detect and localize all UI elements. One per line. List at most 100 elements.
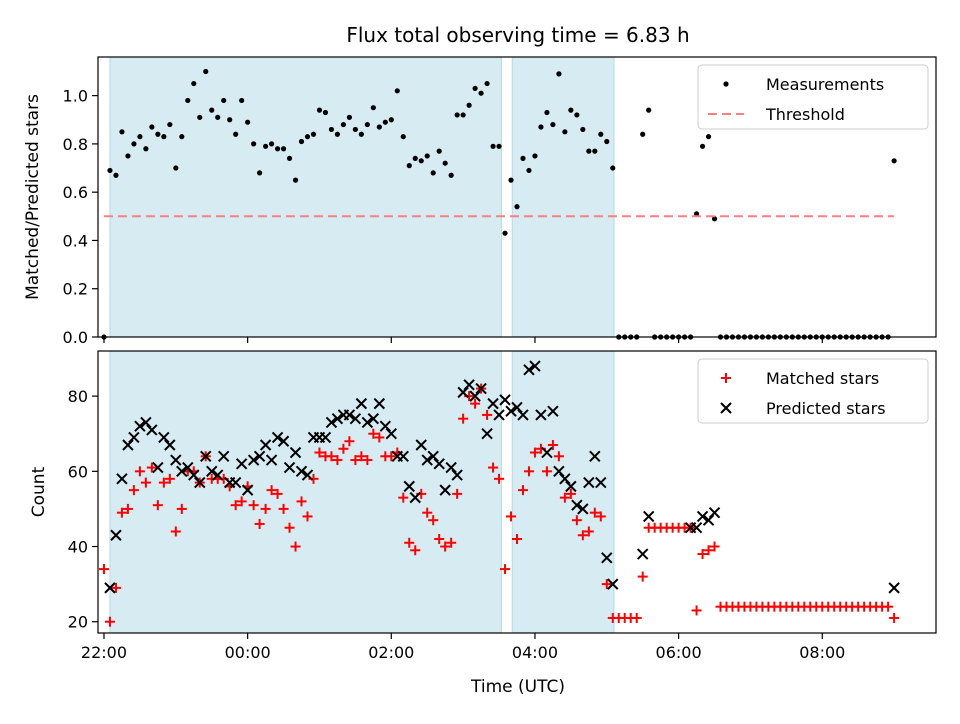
data-point	[386, 451, 397, 462]
data-point	[349, 412, 362, 425]
axis-ticks: 0.0 0.2 0.4 0.6 0.8 1.0	[63, 87, 823, 347]
data-point	[535, 409, 547, 421]
data-point	[272, 488, 283, 499]
data-point	[301, 469, 314, 481]
data-point	[457, 386, 469, 399]
data-point	[406, 163, 412, 169]
data-point	[889, 612, 900, 623]
data-point	[229, 476, 242, 489]
data-point	[266, 485, 277, 496]
shaded-interval	[109, 350, 502, 634]
data-point	[274, 146, 281, 152]
data-point	[176, 503, 187, 514]
data-point	[517, 485, 528, 496]
data-point	[310, 131, 317, 137]
data-point	[346, 114, 352, 120]
chart-title: Flux total observing time = 6.83 h	[346, 23, 689, 47]
data-point	[493, 409, 505, 421]
data-point	[164, 439, 176, 451]
data-point	[152, 461, 164, 474]
data-point	[134, 466, 145, 477]
data-point	[571, 499, 583, 511]
y-tick-label: 0.0	[63, 328, 88, 347]
data-point	[448, 172, 454, 178]
data-point	[430, 170, 436, 176]
data-point	[404, 537, 415, 548]
data-point	[362, 455, 373, 466]
shaded-interval	[511, 350, 615, 634]
y-tick-label: 40	[68, 538, 88, 557]
data-point	[568, 107, 574, 113]
data-point	[709, 541, 720, 552]
y-tick-label: 80	[68, 387, 88, 406]
data-point	[463, 379, 475, 391]
data-point	[506, 511, 517, 522]
y-tick-label: 0.6	[63, 183, 88, 202]
data-point	[319, 431, 332, 444]
data-point	[128, 485, 139, 496]
data-point	[697, 549, 708, 560]
data-point	[280, 146, 287, 152]
data-point	[143, 146, 149, 152]
data-point	[241, 484, 254, 496]
data-point	[302, 511, 313, 522]
data-point	[358, 131, 364, 137]
data-point	[711, 216, 718, 222]
data-point	[642, 510, 655, 523]
data-point	[394, 88, 400, 94]
data-point	[140, 477, 151, 488]
data-point	[316, 107, 323, 113]
data-point	[538, 124, 544, 130]
legend-marker	[723, 81, 729, 87]
shaded-interval	[109, 56, 502, 338]
data-point	[326, 451, 337, 462]
data-point	[517, 409, 529, 421]
data-point	[565, 480, 577, 493]
axis-ticks: 20 40 60 80 22:00 00:00 02:00 04:00 06:00 08:00	[68, 387, 846, 662]
data-point	[500, 564, 511, 575]
data-point	[367, 412, 380, 425]
data-point	[703, 545, 714, 556]
data-point	[170, 526, 181, 537]
data-point	[247, 454, 260, 466]
data-point	[604, 138, 610, 145]
legend: Matched stars Predicted stars	[697, 358, 929, 424]
data-point	[314, 447, 325, 458]
data-point	[134, 420, 146, 432]
data-point	[508, 177, 514, 183]
data-point	[122, 439, 134, 451]
data-point	[532, 153, 538, 159]
data-point	[268, 141, 275, 147]
data-point	[355, 397, 368, 410]
data-point	[217, 450, 230, 462]
data-point	[580, 126, 586, 133]
data-point	[179, 134, 185, 140]
data-point	[388, 117, 394, 123]
data-point	[458, 413, 469, 424]
data-point	[589, 507, 600, 518]
data-point	[140, 416, 152, 429]
data-point	[322, 109, 329, 116]
data-point	[583, 526, 594, 537]
data-point	[245, 119, 251, 125]
data-point	[158, 431, 170, 444]
data-point	[167, 121, 173, 128]
data-point	[113, 172, 119, 178]
data-point	[472, 85, 478, 91]
legend-marker	[721, 373, 731, 383]
data-point	[601, 579, 612, 590]
data-point	[215, 114, 221, 120]
data-point	[98, 564, 109, 575]
data-point	[434, 534, 445, 544]
data-point	[487, 397, 499, 410]
data-point	[298, 138, 305, 145]
data-point	[110, 582, 121, 593]
data-point	[248, 500, 259, 511]
data-point	[696, 510, 709, 523]
shaded-intervals	[109, 350, 615, 634]
y-tick-label: 60	[68, 462, 88, 481]
data-point	[610, 165, 616, 171]
data-point	[577, 530, 588, 541]
data-point	[253, 450, 266, 462]
